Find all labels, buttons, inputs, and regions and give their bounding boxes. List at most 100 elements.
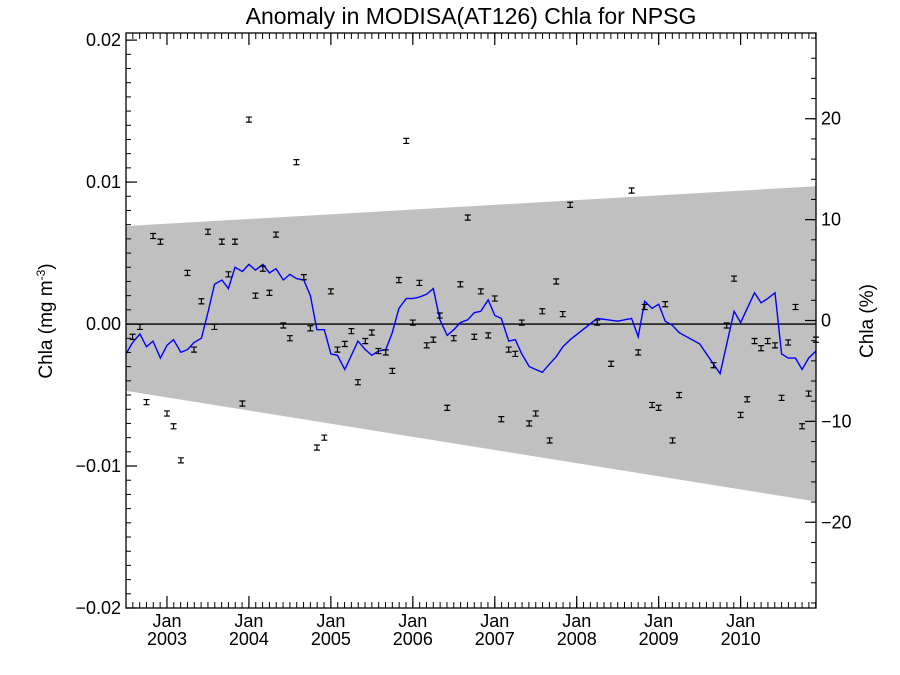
data-point — [348, 327, 355, 335]
data-point — [395, 276, 402, 284]
data-point — [518, 319, 525, 326]
data-point — [163, 410, 170, 417]
x-tick-year-label: 2004 — [229, 629, 269, 649]
x-tick-year-label: 2008 — [557, 629, 597, 649]
data-point — [375, 347, 382, 355]
data-point — [491, 295, 498, 302]
x-tick-month-label: Jan — [398, 611, 427, 631]
data-point — [594, 319, 601, 326]
data-point — [239, 400, 246, 407]
data-point — [655, 404, 662, 411]
y2-tick-label: −10 — [821, 411, 852, 431]
y-tick-label: 0.02 — [86, 30, 121, 50]
x-tick-year-label: 2007 — [475, 629, 515, 649]
data-point — [751, 337, 758, 345]
data-point — [368, 329, 375, 336]
data-point — [211, 323, 218, 331]
data-point — [723, 322, 730, 329]
data-point — [635, 349, 642, 356]
data-point — [731, 275, 738, 282]
x-tick-month-label: Jan — [644, 611, 673, 631]
y2-tick-label: 10 — [821, 210, 841, 230]
data-point — [546, 437, 553, 444]
data-point — [471, 333, 478, 340]
x-tick-year-label: 2005 — [311, 629, 351, 649]
data-point — [382, 349, 389, 356]
data-point — [532, 410, 539, 417]
data-point — [444, 404, 451, 411]
data-point — [764, 337, 771, 345]
x-tick-year-label: 2003 — [147, 629, 187, 649]
data-point — [450, 335, 457, 342]
data-point — [259, 265, 266, 272]
x-tick-month-label: Jan — [562, 611, 591, 631]
x-tick-month-label: Jan — [234, 611, 263, 631]
y2-tick-label: −20 — [821, 512, 852, 532]
data-point — [177, 457, 184, 464]
data-point — [157, 238, 164, 245]
data-point — [252, 292, 259, 299]
data-point — [628, 187, 635, 194]
series-line — [126, 263, 816, 376]
data-point — [641, 303, 648, 311]
data-point — [272, 231, 279, 238]
data-point — [286, 335, 293, 342]
data-point — [649, 401, 656, 409]
data-point — [559, 310, 566, 318]
x-tick-year-label: 2006 — [393, 629, 433, 649]
y-axis-label-main: Chla (mg m — [36, 280, 57, 378]
data-point — [129, 333, 136, 340]
data-point — [423, 342, 430, 349]
data-point — [477, 288, 484, 295]
data-point — [403, 137, 410, 145]
data-point — [409, 319, 416, 326]
data-point — [313, 444, 320, 451]
data-point — [231, 238, 238, 245]
data-point — [785, 339, 792, 346]
plot-area: 0.020.010.00−0.01−0.0220100−10−20Jan2003… — [75, 30, 851, 649]
y2-axis-label: Chla (%) — [857, 284, 878, 358]
y-tick-label: 0.00 — [86, 314, 121, 334]
data-point — [191, 346, 198, 353]
y-axis-label: Chla (mg m-3) — [34, 263, 57, 378]
data-point — [744, 396, 751, 403]
data-point — [526, 420, 533, 427]
data-point — [293, 159, 300, 166]
y2-tick-label: 0 — [821, 311, 831, 331]
data-point — [669, 437, 676, 444]
data-point — [505, 346, 512, 353]
data-point — [280, 322, 287, 329]
data-point — [676, 391, 683, 399]
data-point — [778, 394, 785, 402]
data-point — [300, 274, 307, 281]
data-point — [805, 390, 812, 397]
x-tick-year-label: 2010 — [721, 629, 761, 649]
data-point — [553, 278, 560, 285]
data-point — [539, 308, 546, 315]
data-point — [136, 323, 143, 331]
data-point — [498, 416, 505, 423]
data-point — [710, 362, 717, 369]
data-point — [464, 214, 471, 221]
data-point — [430, 336, 437, 343]
data-point — [184, 269, 191, 277]
data-point — [198, 298, 205, 305]
y2-tick-label: 20 — [821, 109, 841, 129]
uncertainty-band — [126, 186, 816, 502]
data-point — [150, 232, 157, 240]
data-point — [799, 423, 806, 430]
data-point — [170, 423, 177, 430]
data-point — [143, 398, 150, 406]
data-point — [737, 411, 744, 419]
data-point — [218, 238, 225, 245]
y-axis-label-superscript: -3 — [34, 269, 48, 280]
data-point — [334, 346, 341, 353]
data-point — [457, 281, 464, 288]
x-tick-month-label: Jan — [726, 611, 755, 631]
y-tick-label: −0.02 — [75, 598, 121, 618]
data-point — [512, 350, 519, 358]
data-point — [567, 201, 574, 208]
x-tick-month-label: Jan — [480, 611, 509, 631]
data-point — [608, 360, 615, 367]
